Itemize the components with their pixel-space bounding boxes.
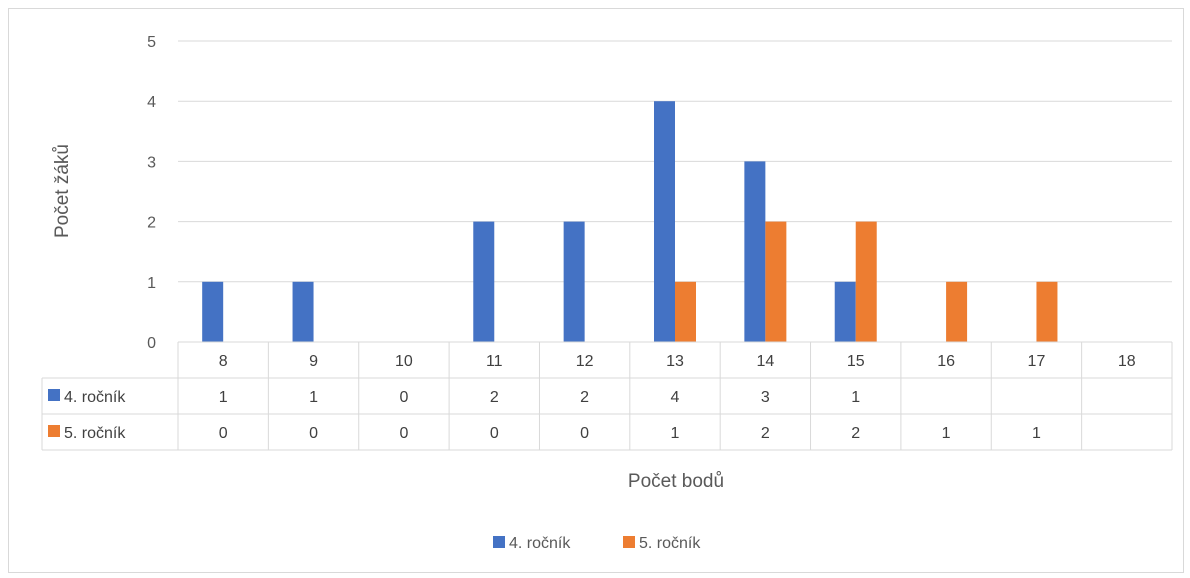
bars <box>202 101 1058 342</box>
x-category-label: 15 <box>847 353 865 370</box>
bar-series-2-17 <box>1036 281 1058 342</box>
table-cell-value: 0 <box>490 425 499 442</box>
y-tick-label: 4 <box>147 94 156 111</box>
table-cell-value: 2 <box>490 389 499 406</box>
table-cell-value: 0 <box>580 425 589 442</box>
table-cell-value: 2 <box>580 389 589 406</box>
table-cell-value: 0 <box>399 425 408 442</box>
x-axis-title: Počet bodů <box>628 471 724 492</box>
bar-series-2-14 <box>765 221 787 342</box>
x-category-label: 8 <box>219 353 228 370</box>
x-category-label: 12 <box>576 353 594 370</box>
y-tick-label: 5 <box>147 34 156 51</box>
table-cell-value: 1 <box>671 425 680 442</box>
y-tick-label: 3 <box>147 154 156 171</box>
y-tick-label: 2 <box>147 215 156 232</box>
x-category-label: 11 <box>486 353 503 370</box>
table-cell-value: 0 <box>399 389 408 406</box>
x-category-label: 14 <box>756 353 774 370</box>
table-cell-value: 1 <box>942 425 951 442</box>
bar-series-2-15 <box>855 221 877 342</box>
table-series-key <box>48 389 60 401</box>
table-cell-value: 4 <box>671 389 680 406</box>
bar-series-1-12 <box>563 221 585 342</box>
table-cell-value: 1 <box>851 389 860 406</box>
x-category-label: 18 <box>1118 353 1136 370</box>
legend-swatch <box>493 536 505 548</box>
bar-series-1-11 <box>473 221 495 342</box>
y-axis-title: Počet žáků <box>52 144 73 238</box>
y-axis-ticks: 0 1 2 3 4 5 <box>147 34 156 352</box>
table-cell-value: 2 <box>761 425 770 442</box>
table-cell-value: 2 <box>851 425 860 442</box>
bar-series-1-9 <box>292 281 314 342</box>
legend-swatch <box>623 536 635 548</box>
y-tick-label: 0 <box>147 335 156 352</box>
x-category-label: 16 <box>937 353 955 370</box>
table-series-name: 4. ročník <box>64 389 126 406</box>
table-cell-value: 3 <box>761 389 770 406</box>
x-category-label: 10 <box>395 353 413 370</box>
table-cell-value: 0 <box>309 425 318 442</box>
y-tick-label: 1 <box>147 275 156 292</box>
bar-series-2-13 <box>675 281 696 342</box>
bar-series-2-16 <box>946 281 968 342</box>
legend-label: 5. ročník <box>639 535 701 552</box>
x-category-label: 17 <box>1028 353 1046 370</box>
bar-series-1-15 <box>834 281 856 342</box>
bar-series-1-8 <box>202 281 224 342</box>
table-cell-value: 0 <box>219 425 228 442</box>
table-cell-value: 1 <box>219 389 228 406</box>
table-series-name: 5. ročník <box>64 425 126 442</box>
table-series-key <box>48 425 60 437</box>
legend: 4. ročník 5. ročník <box>493 535 701 552</box>
data-table: 8 9 10 11 12 13 14 15 16 17 184. ročník 1 1 0 2 2 4 3 15. … <box>41 341 1173 451</box>
x-category-label: 13 <box>666 353 684 370</box>
bar-series-1-13 <box>654 101 675 342</box>
x-category-label: 9 <box>309 353 318 370</box>
legend-label: 4. ročník <box>509 535 571 552</box>
bar-series-1-14 <box>744 161 766 342</box>
table-cell-value: 1 <box>1032 425 1041 442</box>
table-cell-value: 1 <box>309 389 318 406</box>
